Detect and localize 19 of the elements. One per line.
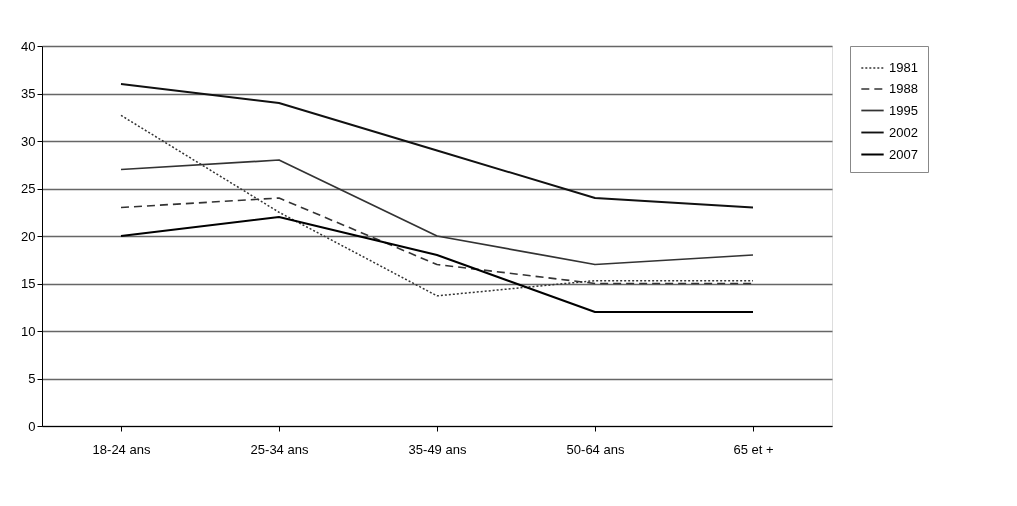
legend-label: 1981 — [889, 60, 918, 75]
y-tick-label: 0 — [28, 418, 36, 434]
x-tick-label: 25-34 ans — [250, 441, 309, 457]
x-tick-label: 50-64 ans — [566, 441, 625, 457]
y-tick-label: 35 — [21, 86, 36, 101]
y-tick-label: 5 — [28, 371, 36, 386]
y-tick-label: 15 — [21, 276, 36, 291]
y-tick-label: 30 — [21, 133, 36, 149]
legend-label: 1995 — [889, 102, 918, 118]
legend-label: 1988 — [889, 81, 918, 96]
legend-label: 2002 — [889, 124, 918, 140]
y-tick-label: 10 — [21, 323, 36, 339]
x-tick-label: 65 et + — [733, 441, 774, 457]
x-tick-label: 35-49 ans — [408, 441, 467, 457]
y-tick-label: 20 — [21, 228, 36, 244]
legend-label: 2007 — [889, 146, 918, 162]
y-tick-label: 40 — [21, 38, 36, 54]
x-tick-label: 18-24 ans — [92, 441, 151, 457]
y-tick-label: 25 — [21, 181, 36, 196]
